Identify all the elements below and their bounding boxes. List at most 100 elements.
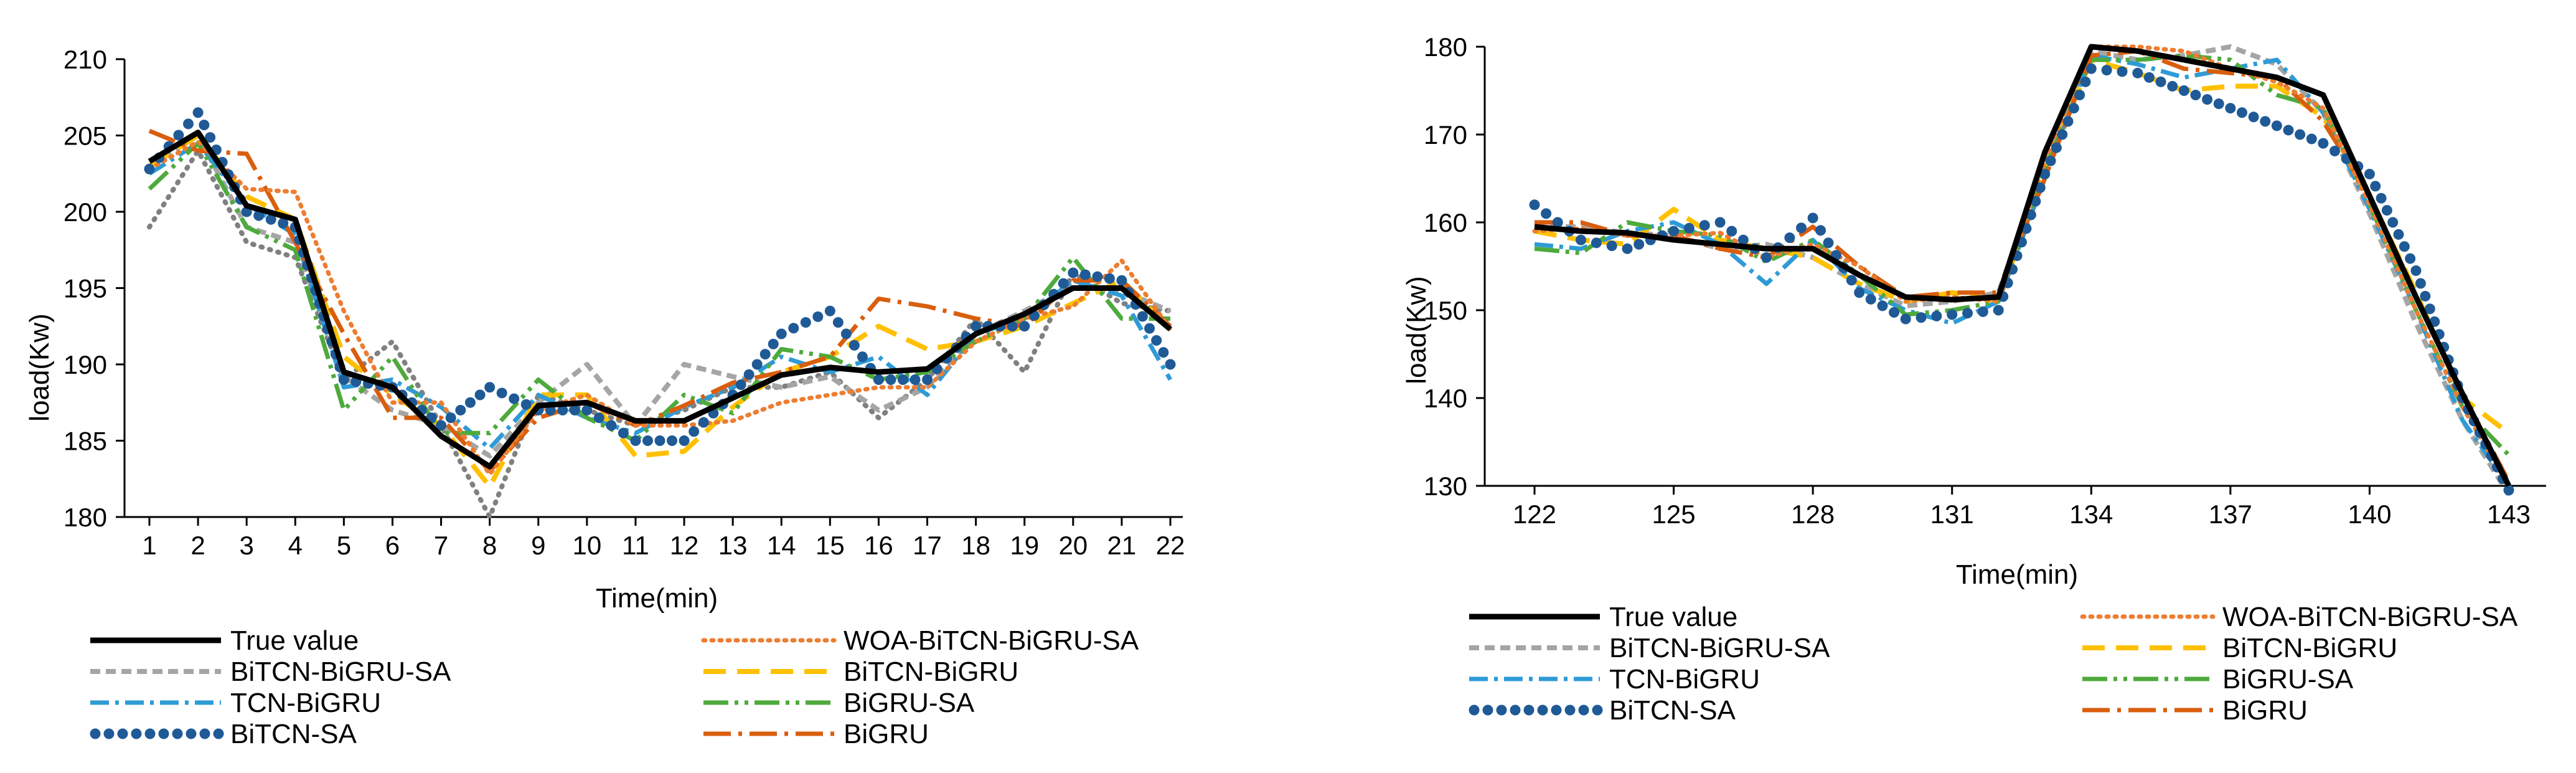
series-point: [455, 405, 466, 415]
legend-label: BiTCN-BiGRU-SA: [1609, 633, 1830, 663]
series-point: [1815, 225, 1826, 236]
series-point: [199, 120, 210, 131]
y-tick-label: 180: [1424, 32, 1467, 62]
series-point: [445, 412, 456, 424]
legend-swatch-dot: [1510, 704, 1521, 716]
legend-item: True value: [90, 625, 359, 656]
legend-item: TCN-BiGRU: [1469, 664, 1760, 695]
series-point: [1807, 212, 1818, 224]
series-point: [2318, 138, 2329, 149]
series-tcn-bigru: [148, 141, 1173, 451]
legend-item: True value: [1469, 602, 1737, 632]
legend-swatch-dot: [103, 728, 115, 739]
series-point: [2062, 116, 2074, 127]
y-tick-label: 190: [63, 350, 107, 379]
series-woa-bitcn-bigru-sa: [1532, 44, 2511, 488]
series-point: [2030, 196, 2041, 207]
series-point: [2376, 192, 2387, 204]
series-point: [182, 118, 194, 130]
series-point: [569, 405, 580, 415]
y-tick-label: 195: [63, 274, 107, 303]
legend-label: BiTCN-BiGRU: [844, 657, 1018, 687]
series-point: [1962, 308, 1973, 319]
legend-item: WOA-BiTCN-BiGRU-SA: [2080, 602, 2518, 632]
series-bitcn-sa: [144, 107, 1176, 446]
series-point: [338, 374, 349, 385]
y-tick-label: 130: [1424, 472, 1467, 501]
legend-right: True value WOA-BiTCN-BiGRU-SA BiTCN-BiGRU-…: [1469, 602, 2518, 726]
legend-swatch-dot: [144, 728, 156, 739]
legend-swatch-dot: [117, 728, 128, 739]
series-point: [840, 328, 852, 339]
legend-label: TCN-BiGRU: [1609, 664, 1760, 695]
series-point: [2117, 66, 2128, 77]
x-tick-label: 10: [572, 531, 601, 560]
series-point: [2101, 65, 2112, 76]
series-point: [2178, 85, 2189, 96]
series-point: [1576, 234, 1587, 245]
series-bigru-sa: [148, 141, 1170, 443]
series-point: [1158, 347, 1169, 358]
series-point: [1726, 225, 1737, 237]
x-tick-label: 131: [1930, 500, 1974, 529]
legend-item: BiGRU: [2082, 695, 2308, 726]
series-point: [1079, 269, 1091, 280]
x-axis-title: Time(min): [1956, 559, 2078, 590]
series-point: [474, 389, 486, 401]
series-point: [606, 420, 617, 431]
y-tick-label: 210: [63, 45, 107, 74]
series-point: [2236, 107, 2247, 118]
series-point: [1784, 232, 1795, 244]
series-point: [436, 420, 447, 431]
x-tick-label: 15: [816, 531, 845, 560]
y-ticks: 180 185 190 195 200 205 210: [63, 45, 125, 532]
series-point: [885, 374, 896, 385]
series-point: [1606, 240, 1617, 252]
series-point: [1104, 273, 1115, 284]
legend-item: BiGRU: [703, 719, 929, 749]
series-point: [2381, 205, 2392, 216]
series-point: [2393, 229, 2404, 240]
x-ticks: 1 2 3 4 5 6 7 8 9 10 11 12 13 14 15 16 17 18 19 20 21 22: [142, 517, 1185, 560]
series-point: [1137, 311, 1148, 322]
series-point: [593, 412, 604, 424]
series-point: [642, 435, 653, 446]
legend-swatch-dot: [213, 728, 224, 739]
series-point: [278, 217, 289, 229]
series-point: [1591, 237, 1602, 249]
series-point: [173, 130, 184, 141]
legend-item: BiTCN-SA: [90, 719, 357, 749]
x-tick-label: 12: [670, 531, 699, 560]
series-point: [873, 374, 884, 385]
series-point: [735, 379, 746, 391]
series-point: [2167, 80, 2178, 92]
series-point: [2248, 111, 2259, 123]
legend-label: BiGRU: [2222, 695, 2308, 726]
series-point: [2080, 76, 2091, 87]
series-point: [1092, 271, 1103, 282]
legend-label: True value: [230, 625, 359, 656]
legend-item: WOA-BiTCN-BiGRU-SA: [701, 625, 1139, 656]
series-point: [2283, 125, 2294, 136]
series-point: [2410, 265, 2422, 277]
legend-item: BiGRU-SA: [703, 688, 975, 718]
series-point: [788, 323, 799, 334]
x-tick-label: 7: [434, 531, 448, 560]
y-tick-label: 185: [63, 427, 107, 456]
series-point: [2202, 94, 2213, 105]
series-point: [2399, 241, 2410, 252]
series-woa-bitcn-bigru-sa: [147, 139, 1173, 477]
series-point: [2405, 253, 2416, 264]
legend-swatch-dot: [1592, 704, 1603, 716]
series-point: [759, 349, 771, 360]
x-tick-label: 137: [2209, 500, 2252, 529]
series-point: [1552, 217, 1563, 228]
x-tick-label: 21: [1107, 531, 1137, 560]
legend-swatch-dot: [1564, 704, 1576, 716]
y-tick-label: 160: [1424, 208, 1467, 237]
legend-item: TCN-BiGRU: [90, 688, 381, 718]
series-point: [800, 317, 811, 328]
series-point: [2155, 76, 2166, 87]
series-point: [857, 351, 868, 363]
